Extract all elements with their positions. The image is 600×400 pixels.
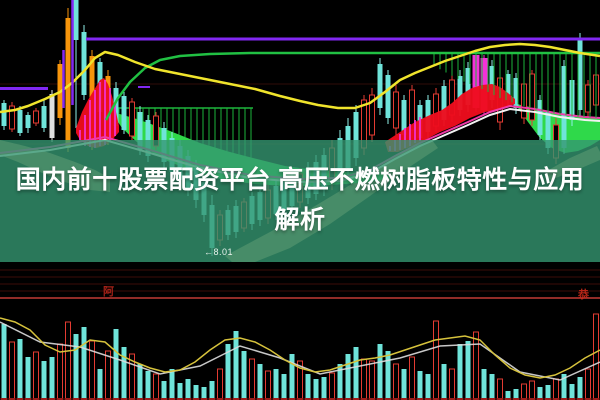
volume-bar-chart[interactable] [0, 262, 600, 400]
watermark-overlay-band: 国内前十股票配资平台 高压不燃树脂板特性与应用解析 [0, 140, 600, 262]
red-watermark-glyph-right: 恭 [578, 289, 589, 301]
red-watermark-glyph-left: 阿 [103, 286, 114, 298]
volume-panel[interactable] [0, 262, 600, 400]
price-low-marker: ←8.01 [204, 247, 234, 257]
article-title: 国内前十股票配资平台 高压不燃树脂板特性与应用解析 [15, 166, 585, 234]
